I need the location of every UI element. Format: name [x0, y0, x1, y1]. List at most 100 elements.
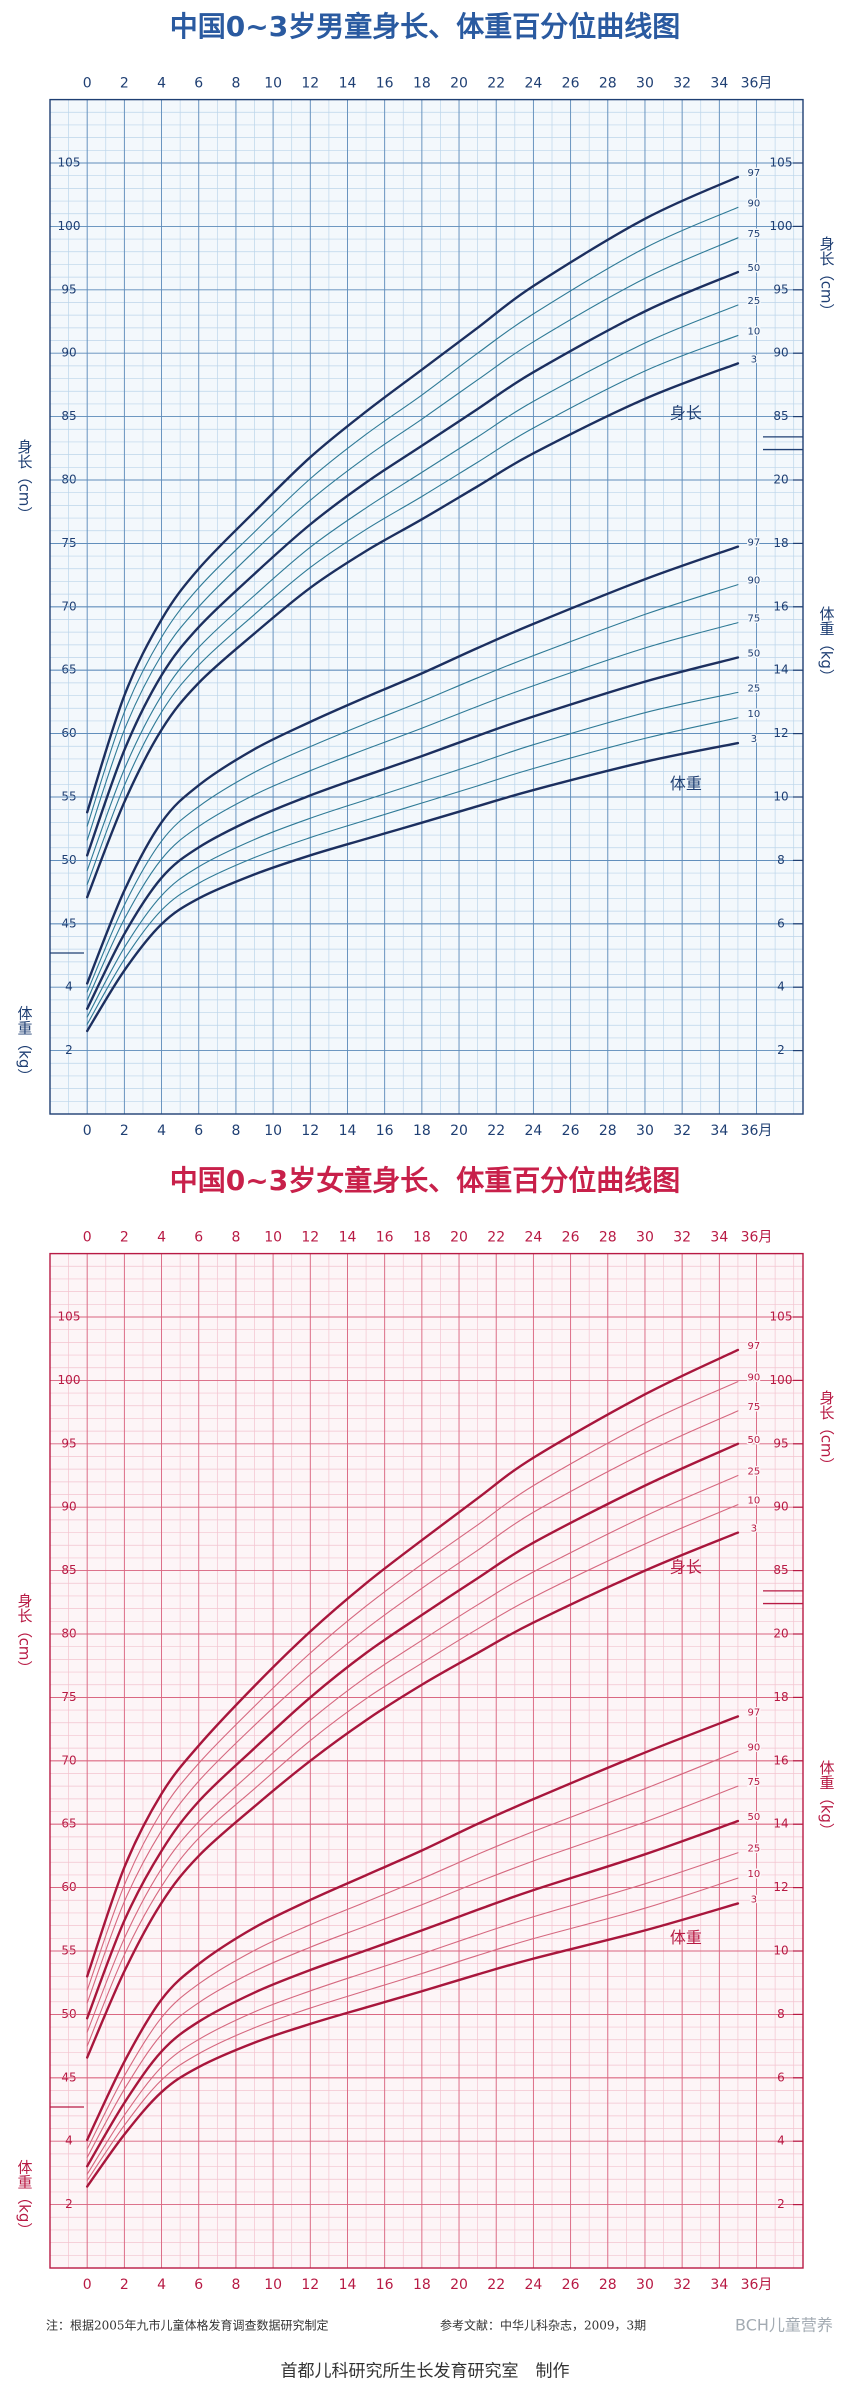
- axis-title: 身长（cm）: [818, 1390, 836, 1473]
- series-label: 50: [748, 1812, 761, 1823]
- x-tick-label: 20: [450, 1123, 468, 1139]
- series-label: 25: [748, 683, 761, 694]
- footer-reference: 参考文献：中华儿科杂志，2009，3期: [440, 2318, 646, 2333]
- x-tick-label: 22: [487, 1230, 505, 1246]
- x-tick-label: 24: [524, 76, 542, 92]
- y2-tick-label: 4: [65, 980, 73, 994]
- percentile-curve: [86, 1410, 739, 2004]
- x-tick-label: 8: [231, 1123, 240, 1139]
- percentile-curve: [86, 304, 739, 872]
- x-tick-label: 14: [339, 1123, 357, 1139]
- watermark: BCH儿童营养: [735, 2316, 833, 2335]
- y-tick-label: 50: [61, 2007, 76, 2021]
- y-tick-label: 85: [61, 1563, 76, 1577]
- y-tick-label: 70: [61, 599, 76, 613]
- y-tick-label: 65: [61, 1817, 76, 1831]
- percentile-curve: [85, 1715, 740, 2142]
- y2-tick-label: 4: [65, 2134, 73, 2148]
- x-tick-label: 12: [301, 76, 319, 92]
- y-tick-label: 85: [61, 409, 76, 423]
- y-tick-label: 95: [61, 1436, 76, 1450]
- percentile-curve: [85, 362, 740, 899]
- x-tick-label: 30: [636, 1230, 654, 1246]
- series-label: 75: [748, 614, 761, 625]
- percentile-curve: [86, 206, 739, 827]
- axis-title: 身长（cm）: [16, 1593, 34, 1676]
- x-tick-label: 6: [194, 76, 203, 92]
- x-tick-label: 0: [83, 1230, 92, 1246]
- plot-frame: [49, 98, 804, 1115]
- percentile-curve: [86, 237, 739, 841]
- plot-frame: [49, 1252, 804, 2269]
- axis-title: 体重（kg）: [818, 606, 836, 684]
- x-tick-label: 18: [413, 1123, 431, 1139]
- x-tick-label: 32: [673, 2277, 691, 2293]
- x-tick-label: 10: [264, 76, 282, 92]
- x-tick-label: 30: [636, 1123, 654, 1139]
- series-label: 10: [748, 1496, 761, 1507]
- x-tick-label: 0: [83, 2277, 92, 2293]
- axis-title: 身长（cm）: [818, 236, 836, 319]
- x-tick-label: 28: [599, 76, 617, 92]
- y2-tick-label: 2: [65, 2197, 73, 2211]
- x-tick-label: 16: [376, 1123, 394, 1139]
- y-tick-label: 100: [58, 1373, 81, 1387]
- x-tick-label: 24: [524, 1230, 542, 1246]
- x-tick-label: 10: [264, 2277, 282, 2293]
- percentile-curve: [85, 656, 740, 1010]
- y2-tick-label: 2: [65, 1043, 73, 1057]
- x-tick-label: 32: [673, 1123, 691, 1139]
- percentile-curve: [86, 1381, 739, 1991]
- y-tick-label: 100: [770, 1373, 793, 1387]
- series-label: 97: [748, 1341, 761, 1352]
- x-tick-label: 14: [339, 76, 357, 92]
- x-tick-label: 36月: [741, 76, 773, 92]
- x-tick-label: 8: [231, 2277, 240, 2293]
- y-tick-label: 90: [61, 346, 76, 360]
- x-tick-label: 22: [487, 1123, 505, 1139]
- y-tick-label: 60: [61, 1880, 76, 1894]
- series-label: 90: [748, 576, 761, 587]
- y-tick-label: 75: [61, 536, 76, 550]
- x-tick-label: 2: [120, 2277, 129, 2293]
- y-tick-label: 105: [770, 156, 793, 170]
- y2-tick-label: 8: [777, 853, 785, 867]
- percentile-curve: [86, 1504, 739, 2047]
- x-tick-label: 16: [376, 2277, 394, 2293]
- series-label: 25: [748, 1844, 761, 1855]
- x-tick-label: 2: [120, 1123, 129, 1139]
- series-label: 10: [748, 709, 761, 720]
- footer-note: 注：根据2005年九市儿童体格发育调查数据研究制定: [46, 2318, 329, 2333]
- percentile-curve: [85, 741, 740, 1033]
- x-tick-label: 30: [636, 2277, 654, 2293]
- y-tick-label: 80: [61, 1627, 76, 1641]
- y2-tick-label: 18: [773, 1690, 788, 1704]
- x-tick-label: 6: [194, 1230, 203, 1246]
- y2-tick-label: 6: [777, 2070, 785, 2084]
- x-tick-label: 0: [83, 76, 92, 92]
- axis-title: 体重（kg）: [16, 2159, 34, 2237]
- x-tick-label: 2: [120, 76, 129, 92]
- series-label: 3: [751, 354, 757, 365]
- y2-tick-label: 16: [773, 599, 788, 613]
- x-tick-label: 32: [673, 1230, 691, 1246]
- y-tick-label: 85: [773, 1563, 788, 1577]
- series-label: 3: [751, 1524, 757, 1535]
- x-tick-label: 18: [413, 1230, 431, 1246]
- y-tick-label: 95: [773, 1436, 788, 1450]
- percentile-curve: [86, 584, 739, 993]
- series-label: 3: [751, 1894, 757, 1905]
- annotation: 体重: [670, 774, 702, 793]
- y-tick-label: 105: [58, 156, 81, 170]
- series-label: 10: [748, 326, 761, 337]
- x-tick-label: 18: [413, 76, 431, 92]
- x-tick-label: 24: [524, 1123, 542, 1139]
- y2-tick-label: 8: [777, 2007, 785, 2021]
- x-tick-label: 26: [562, 2277, 580, 2293]
- x-tick-label: 0: [83, 1123, 92, 1139]
- y-tick-label: 50: [61, 853, 76, 867]
- x-tick-label: 26: [562, 76, 580, 92]
- x-tick-label: 26: [562, 1123, 580, 1139]
- y2-tick-label: 14: [773, 1817, 788, 1831]
